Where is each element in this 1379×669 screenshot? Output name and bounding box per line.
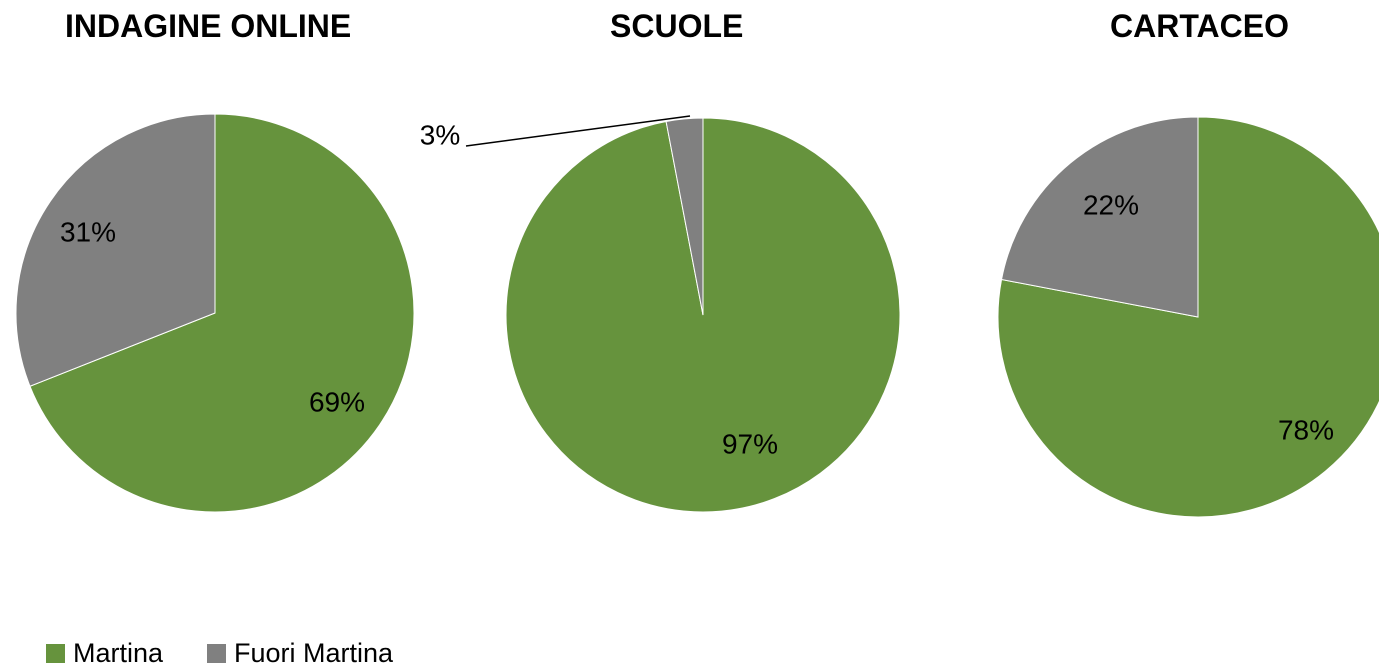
data-label-indagine-online-martina: 69% <box>309 386 365 417</box>
legend-swatch-fuori-martina <box>207 644 227 663</box>
data-label-cartaceo-martina: 78% <box>1278 414 1334 445</box>
pie-slice-cartaceo-martina <box>997 116 1379 518</box>
legend-label-fuori-martina: Fuori Martina <box>234 638 394 668</box>
pie-slice-cartaceo-fuori-martina <box>1000 116 1199 318</box>
legend-item-fuori-martina: Fuori Martina <box>207 638 393 669</box>
leader-line-scuole <box>465 115 691 147</box>
legend: Martina Fuori Martina <box>46 638 437 669</box>
legend-swatch-martina <box>46 644 65 663</box>
chart-title-indagine-online: INDAGINE ONLINE <box>65 8 352 44</box>
data-label-scuole-fuori-martina: 3% <box>420 119 460 150</box>
legend-label-martina: Martina <box>73 638 164 668</box>
chart-title-scuole: SCUOLE <box>610 8 744 44</box>
legend-item-martina: Martina <box>46 638 163 669</box>
data-label-scuole-martina: 97% <box>722 428 778 459</box>
data-label-indagine-online-fuori-martina: 31% <box>60 216 116 247</box>
pie-slice-indagine-online-fuori-martina <box>15 113 216 387</box>
chart-title-cartaceo: CARTACEO <box>1110 8 1289 44</box>
pie-slice-indagine-online-martina <box>29 113 415 513</box>
data-label-cartaceo-fuori-martina: 22% <box>1083 189 1139 220</box>
pie-slice-scuole-fuori-martina <box>665 117 704 316</box>
